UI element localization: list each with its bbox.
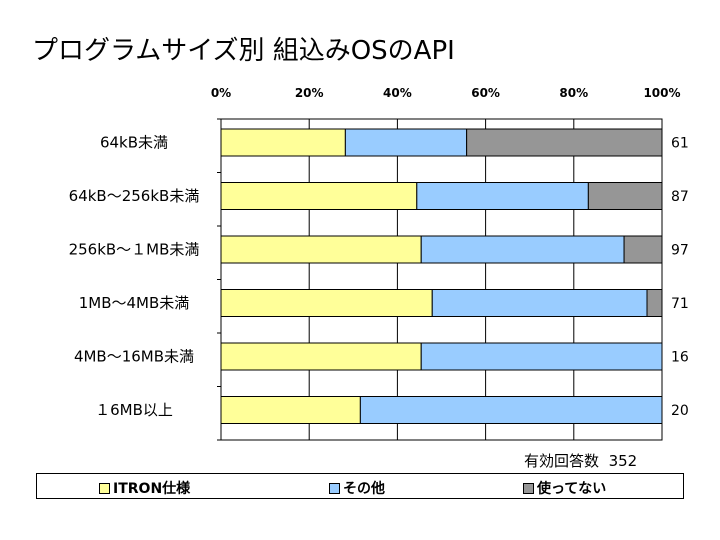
legend-item-unused: 使ってない	[523, 478, 606, 498]
bar-segment	[220, 396, 361, 424]
category-label: 256kB～１MB未満	[69, 241, 200, 259]
page-title: プログラムサイズ別 組込みOSのAPI	[32, 36, 455, 66]
count-label: 87	[671, 189, 689, 205]
x-tick-label: 0%	[211, 86, 231, 100]
legend-swatch-other	[329, 482, 340, 494]
bar-segment	[220, 289, 433, 317]
label-layer: 0% 20% 40% 60% 80% 100% 64kB未満 61 64kB～256kB未満 87…	[69, 86, 689, 419]
bar-segment	[416, 182, 589, 210]
bar-segment	[220, 342, 422, 371]
category-label: １6MB以上	[95, 401, 173, 419]
plot-area	[220, 118, 663, 441]
bar-layer	[220, 128, 663, 424]
bar-segment	[646, 289, 663, 317]
category-label: 4MB～16MB未満	[74, 348, 194, 366]
x-tick-label: 60%	[471, 86, 500, 100]
bar-segment	[220, 235, 422, 264]
category-label: 1MB～4MB未満	[79, 294, 190, 312]
x-tick-label: 20%	[295, 86, 324, 100]
bar-segment	[220, 182, 418, 210]
response-count-value: 352	[608, 452, 638, 470]
count-label: 16	[671, 350, 689, 366]
bar-segment	[220, 128, 346, 157]
x-tick-label: 40%	[383, 86, 412, 100]
bar-segment	[420, 342, 663, 371]
bar-segment	[623, 235, 663, 264]
bar-segment	[587, 182, 663, 210]
legend-label-unused: 使ってない	[537, 481, 607, 497]
count-label: 20	[671, 403, 689, 419]
legend-swatch-itron	[99, 482, 110, 494]
bar-segment	[344, 128, 468, 157]
count-label: 97	[671, 243, 689, 259]
legend: ITRON仕様 その他 使ってない	[36, 473, 684, 499]
x-tick-label: 100%	[643, 86, 680, 100]
category-label: 64kB未満	[100, 134, 168, 152]
category-label: 64kB～256kB未満	[69, 187, 200, 205]
bar-segment	[420, 235, 625, 264]
count-label: 71	[671, 296, 689, 312]
legend-swatch-unused	[523, 482, 534, 494]
response-count-label: 有効回答数	[524, 452, 600, 470]
legend-label-itron: ITRON仕様	[113, 481, 191, 497]
grid-layer	[217, 118, 663, 441]
bar-segment	[431, 289, 648, 317]
response-count: 有効回答数 352	[524, 450, 637, 471]
count-label: 61	[671, 136, 689, 152]
bar-segment	[359, 396, 663, 424]
x-tick-label: 80%	[559, 86, 588, 100]
legend-item-itron: ITRON仕様	[99, 478, 190, 498]
legend-label-other: その他	[343, 481, 385, 497]
bar-segment	[466, 128, 663, 157]
legend-item-other: その他	[329, 478, 385, 498]
